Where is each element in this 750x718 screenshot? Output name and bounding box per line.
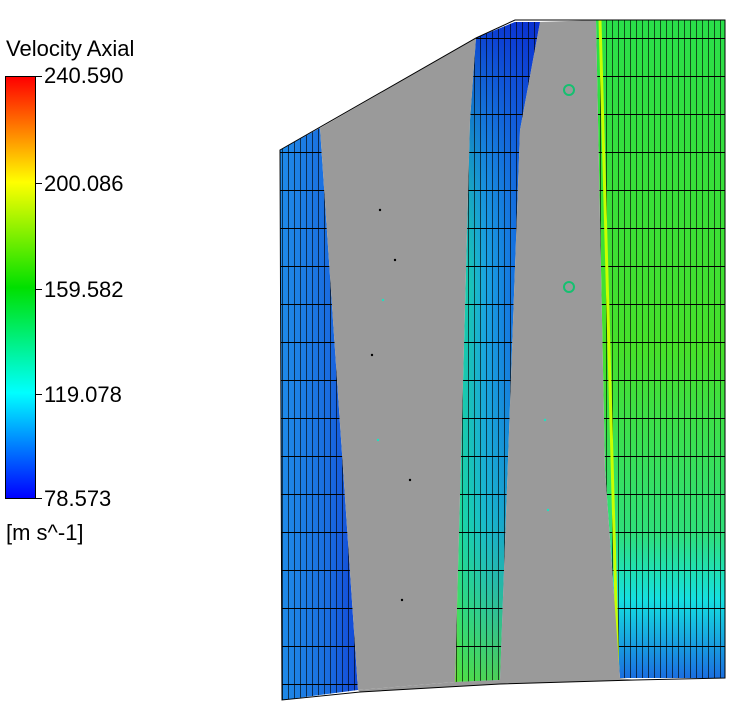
blade-surfaces	[320, 20, 635, 692]
tick-mark-4	[36, 498, 42, 499]
left-passage-region	[280, 128, 358, 700]
tick-mark-0	[36, 76, 42, 77]
legend-tick-max: 240.590	[44, 63, 124, 88]
legend-tick-4: 119.078	[44, 382, 122, 407]
legend-tick-min: 78.573	[44, 486, 112, 511]
middle-passage-region	[455, 22, 540, 682]
domain-outline	[279, 19, 726, 701]
legend-tick-3: 159.582	[44, 277, 124, 302]
blade-markers	[370, 84, 575, 602]
legend-units: [m s^-1]	[6, 520, 84, 545]
tick-mark-3	[36, 394, 42, 395]
tick-mark-2	[36, 289, 42, 290]
tick-mark-1	[36, 183, 42, 184]
color-scale-bar	[5, 76, 36, 499]
legend-tick-2: 200.086	[44, 171, 124, 196]
legend-title: Velocity Axial	[6, 36, 135, 61]
right-passage-region	[596, 19, 725, 679]
